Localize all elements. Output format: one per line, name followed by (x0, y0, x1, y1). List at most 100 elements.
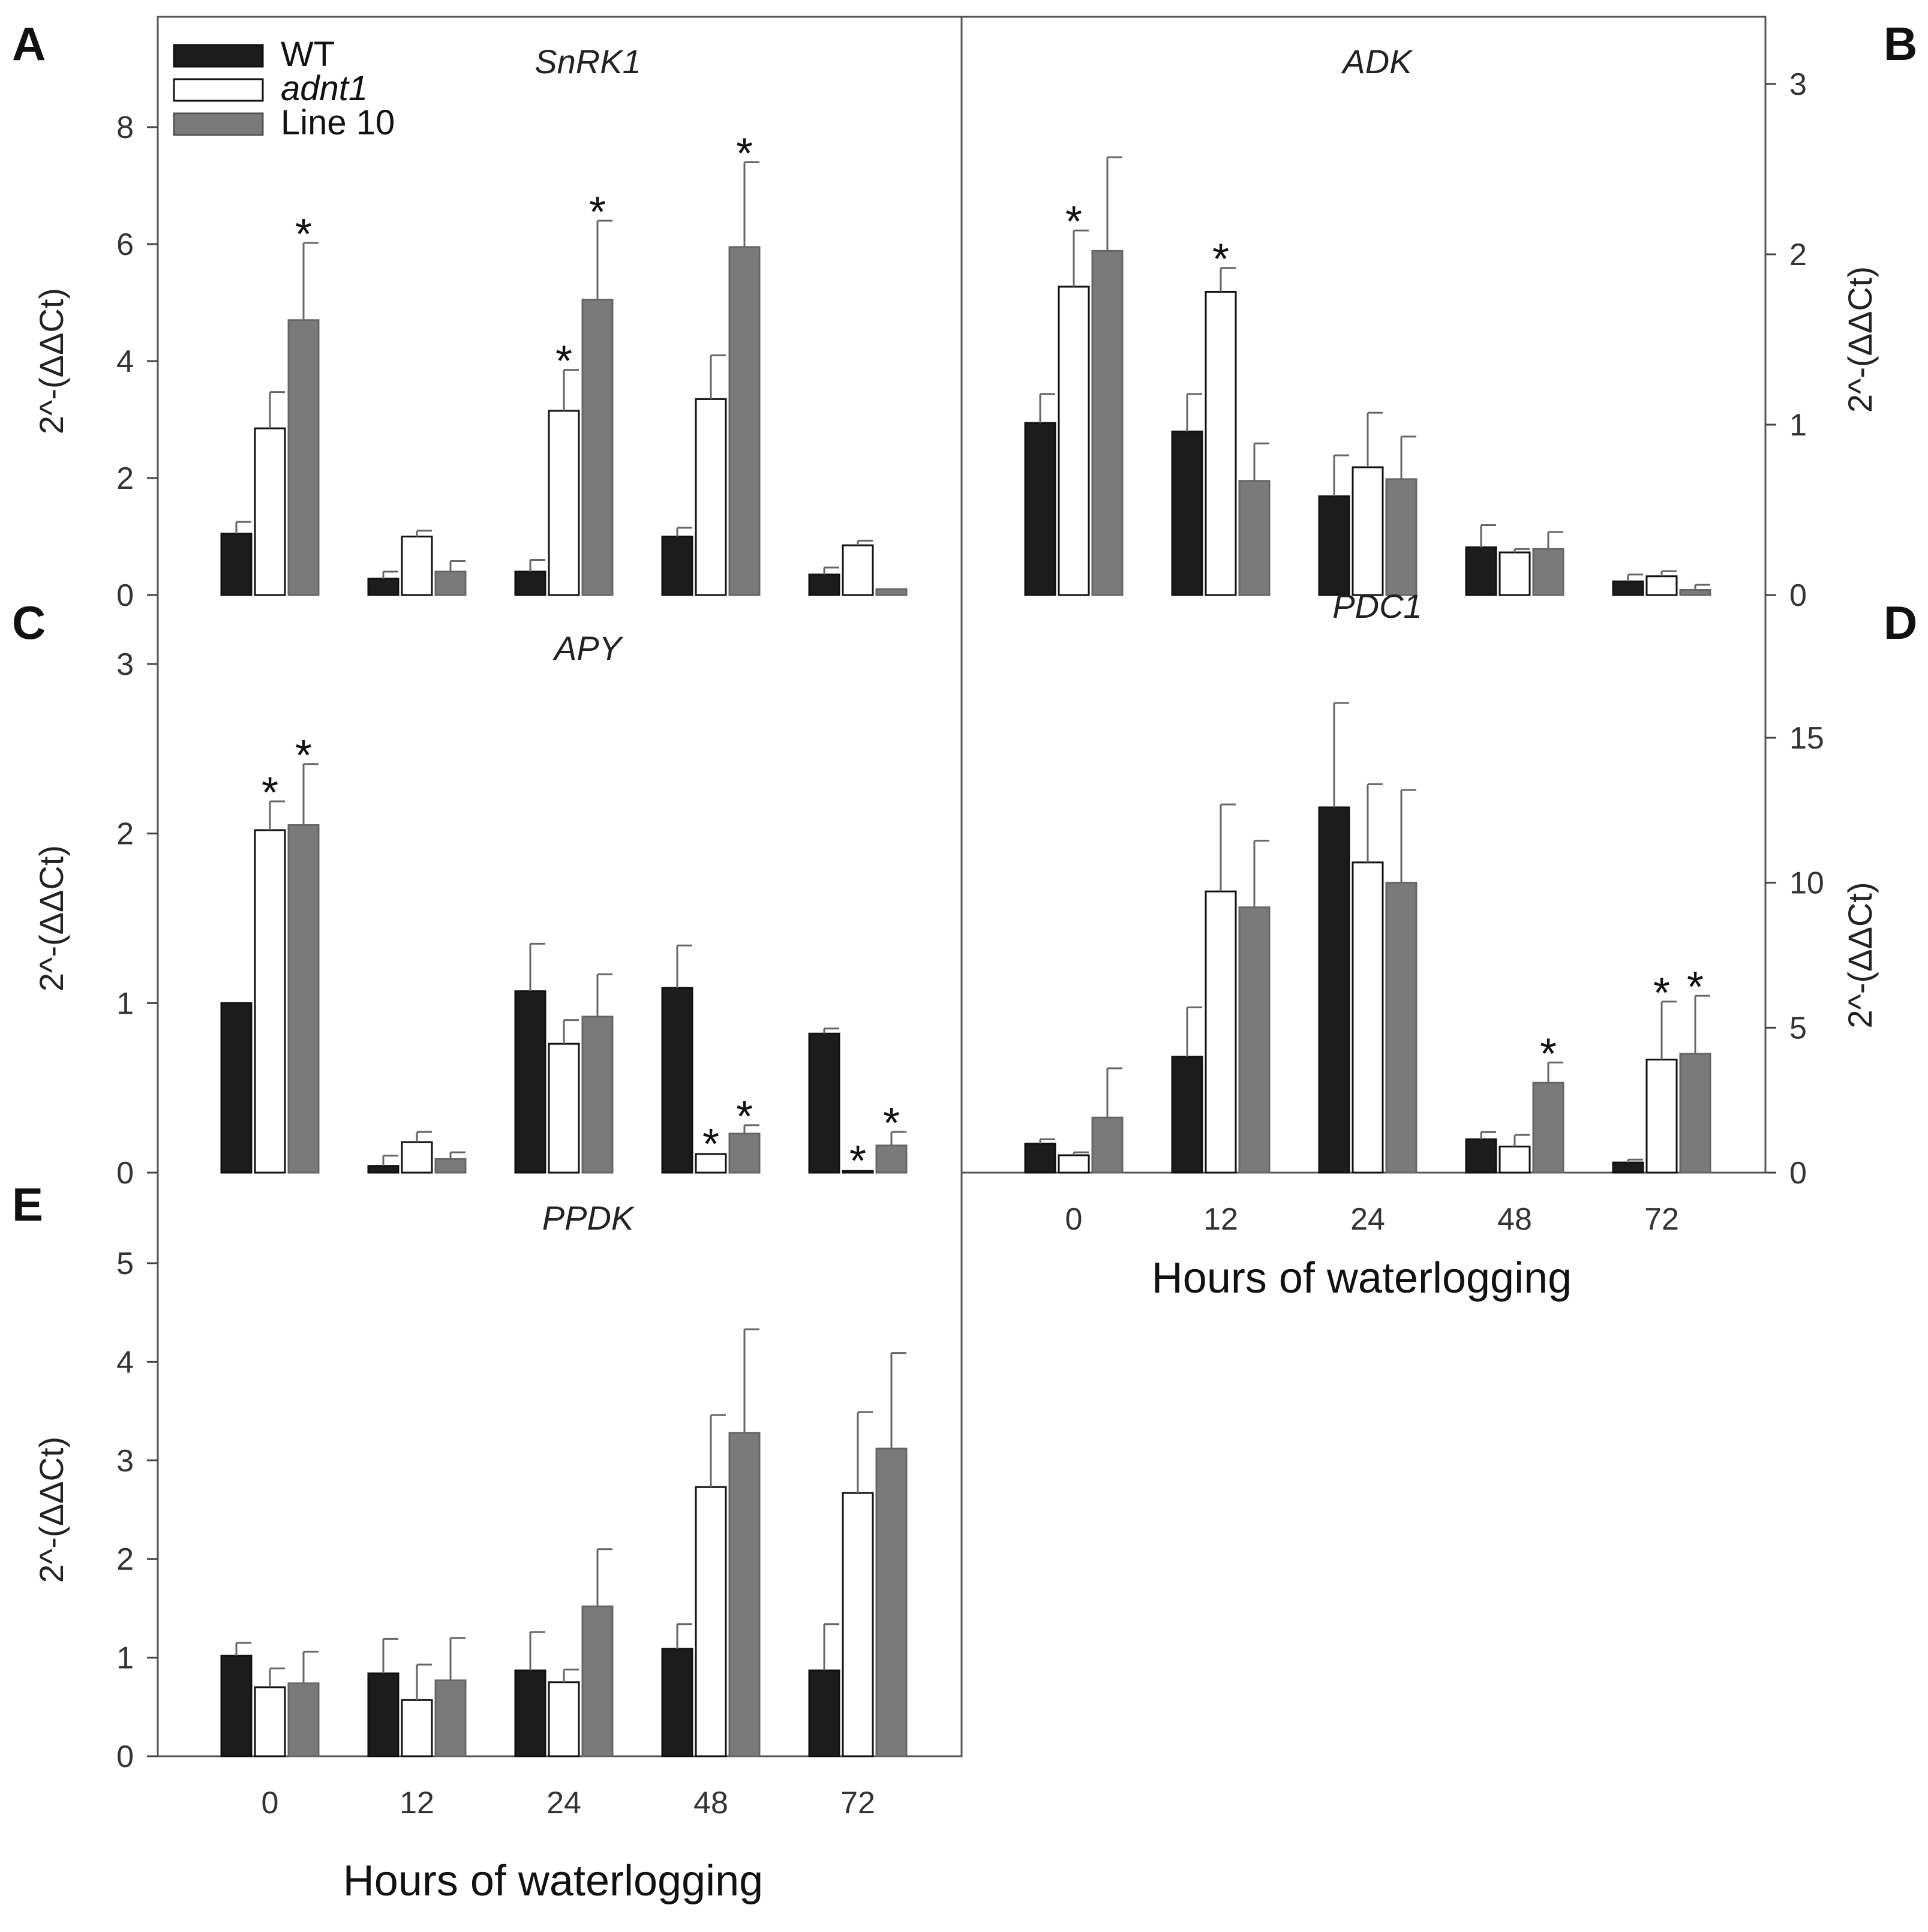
bar-wt-24 (514, 570, 546, 596)
y-tick-label: 3 (116, 647, 134, 682)
significance-star: * (1212, 236, 1229, 284)
bar-line10-0 (287, 1682, 320, 1757)
bar-line10-48 (1532, 548, 1564, 596)
bar-adnt1-24 (1352, 861, 1384, 1174)
bar-line10-24 (581, 299, 614, 596)
significance-star: * (1540, 1030, 1557, 1078)
bar-adnt1-0 (254, 427, 286, 596)
legend-swatch-line10 (173, 112, 264, 136)
bar-line10-24 (581, 1015, 614, 1174)
panel-b: ADK 0 1 2 3 2^-(ΔΔCt) * * (1024, 43, 1879, 613)
bar-line10-48 (1532, 1081, 1564, 1174)
y-tick-label: 4 (116, 1345, 134, 1380)
y-tick-label: 15 (1789, 721, 1824, 756)
x-tick-label: 48 (693, 1786, 728, 1820)
panel-a: SnRK1 0 2 4 6 8 2^-(ΔΔCt) * * * * (32, 43, 908, 613)
bar-adnt1-48 (1498, 1146, 1531, 1174)
bar-wt-24 (1318, 495, 1350, 596)
significance-star: * (295, 732, 312, 780)
x-tick-label: 24 (546, 1786, 581, 1820)
panel-title: SnRK1 (534, 43, 641, 80)
bar-wt-12 (1171, 1056, 1203, 1174)
bar-wt-0 (1024, 422, 1056, 596)
y-tick-label: 1 (116, 986, 134, 1021)
y-tick-label: 2 (116, 461, 134, 496)
bar-line10-72 (875, 1447, 908, 1757)
bar-adnt1-24 (548, 1042, 580, 1174)
y-axis-label: 2^-(ΔΔCt) (32, 288, 70, 434)
bar-line10-72 (1679, 588, 1711, 596)
bar-wt-48 (1465, 1138, 1497, 1174)
y-tick-label: 0 (116, 1156, 134, 1191)
bar-adnt1-0 (254, 1686, 286, 1757)
y-axis-label: 2^-(ΔΔCt) (1841, 266, 1879, 413)
bar-adnt1-48 (695, 1486, 727, 1757)
x-axis-title-e: Hours of waterlogging (343, 1857, 763, 1905)
bar-wt-72 (1612, 1161, 1644, 1174)
bar-wt-12 (367, 1672, 400, 1757)
bar-line10-12 (434, 1158, 467, 1174)
bar-adnt1-48 (695, 1153, 727, 1174)
y-axis-label: 2^-(ΔΔCt) (32, 845, 70, 991)
bar-wt-24 (1318, 806, 1350, 1174)
legend-label-line10: Line 10 (281, 103, 395, 142)
y-axis-label: 2^-(ΔΔCt) (32, 1437, 70, 1583)
x-axis-title-d: Hours of waterlogging (1152, 1254, 1572, 1302)
bar-wt-12 (1171, 430, 1203, 596)
panel-title: ADK (1341, 43, 1413, 80)
bar-line10-0 (1091, 250, 1124, 596)
legend-label-adnt1: adnt1 (281, 69, 368, 108)
bar-line10-24 (1385, 478, 1418, 596)
y-tick-label: 5 (116, 1246, 134, 1281)
bar-line10-24 (1385, 882, 1418, 1174)
y-tick-label: 4 (116, 344, 134, 379)
panel-letter-c: C (12, 596, 46, 649)
bar-wt-0 (1024, 1143, 1056, 1174)
significance-star: * (736, 130, 753, 178)
bar-wt-48 (1465, 546, 1497, 596)
panel-title: PPDK (542, 1199, 635, 1237)
bar-wt-48 (661, 987, 693, 1174)
significance-star: * (589, 188, 606, 236)
y-tick-label: 1 (1789, 408, 1807, 443)
bar-adnt1-48 (1498, 551, 1531, 596)
panel-letter-e: E (12, 1178, 43, 1231)
bar-line10-12 (1238, 480, 1271, 596)
significance-star: * (702, 1120, 719, 1168)
significance-star: * (1687, 963, 1704, 1011)
bar-adnt1-72 (1645, 1059, 1678, 1174)
bar-line10-48 (728, 1432, 761, 1757)
bar-wt-72 (808, 573, 840, 596)
significance-star: * (1653, 969, 1670, 1017)
y-tick-label: 2 (116, 1542, 134, 1577)
bar-line10-72 (875, 1144, 908, 1174)
bar-line10-0 (1091, 1116, 1124, 1174)
y-tick-label: 2 (1789, 238, 1807, 272)
x-tick-label: 72 (840, 1786, 875, 1820)
significance-star: * (1065, 198, 1082, 246)
legend-swatch-wt (173, 44, 264, 68)
bar-adnt1-0 (254, 829, 286, 1174)
bar-line10-12 (434, 1679, 467, 1757)
y-axis-label: 2^-(ΔΔCt) (1841, 882, 1879, 1028)
bar-wt-0 (220, 1654, 253, 1757)
bar-adnt1-0 (1058, 1154, 1090, 1174)
significance-star: * (295, 211, 312, 259)
significance-star: * (736, 1093, 753, 1141)
y-tick-label: 3 (116, 1444, 134, 1479)
panel-letter-a: A (12, 17, 46, 70)
bar-line10-12 (434, 570, 467, 596)
bar-adnt1-12 (1205, 890, 1237, 1174)
bar-adnt1-48 (695, 398, 727, 596)
bar-adnt1-24 (548, 410, 580, 596)
panels: SnRK1024682^-(ΔΔCt)****ADK01232^-(ΔΔCt)*… (32, 43, 1879, 1820)
bar-wt-48 (661, 1648, 693, 1757)
y-tick-label: 0 (116, 578, 134, 613)
x-tick-label: 72 (1644, 1202, 1679, 1237)
panel-letter-d: D (1884, 596, 1917, 649)
y-tick-label: 3 (1789, 67, 1807, 102)
bar-line10-24 (581, 1605, 614, 1757)
bar-adnt1-24 (548, 1681, 580, 1757)
